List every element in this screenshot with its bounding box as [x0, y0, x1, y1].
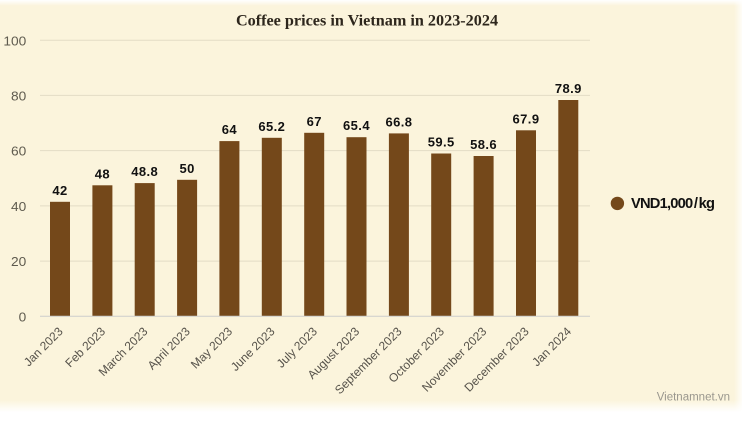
- svg-text:100: 100: [3, 34, 26, 48]
- svg-text:48: 48: [95, 166, 110, 181]
- svg-text:66.8: 66.8: [385, 114, 412, 129]
- svg-text:59.5: 59.5: [428, 135, 455, 150]
- svg-text:65.2: 65.2: [258, 119, 285, 134]
- svg-text:58.6: 58.6: [470, 137, 497, 152]
- svg-text:48.8: 48.8: [131, 164, 158, 179]
- svg-text:50: 50: [179, 161, 194, 176]
- svg-text:VND1,000/kg: VND1,000/kg: [631, 196, 714, 212]
- svg-text:60: 60: [11, 145, 26, 159]
- svg-text:20: 20: [11, 255, 26, 269]
- svg-text:40: 40: [11, 200, 26, 214]
- svg-text:64: 64: [222, 122, 238, 137]
- svg-text:Coffee prices in Vietnam in 20: Coffee prices in Vietnam in 2023-2024: [236, 12, 498, 30]
- svg-text:67: 67: [307, 114, 322, 129]
- svg-text:78.9: 78.9: [555, 81, 582, 96]
- svg-text:80: 80: [11, 90, 26, 104]
- svg-text:67.9: 67.9: [513, 111, 540, 126]
- svg-text:42: 42: [52, 183, 67, 198]
- svg-text:Vietnamnet.vn: Vietnamnet.vn: [657, 392, 730, 404]
- svg-text:0: 0: [19, 310, 27, 324]
- svg-text:65.4: 65.4: [343, 118, 370, 133]
